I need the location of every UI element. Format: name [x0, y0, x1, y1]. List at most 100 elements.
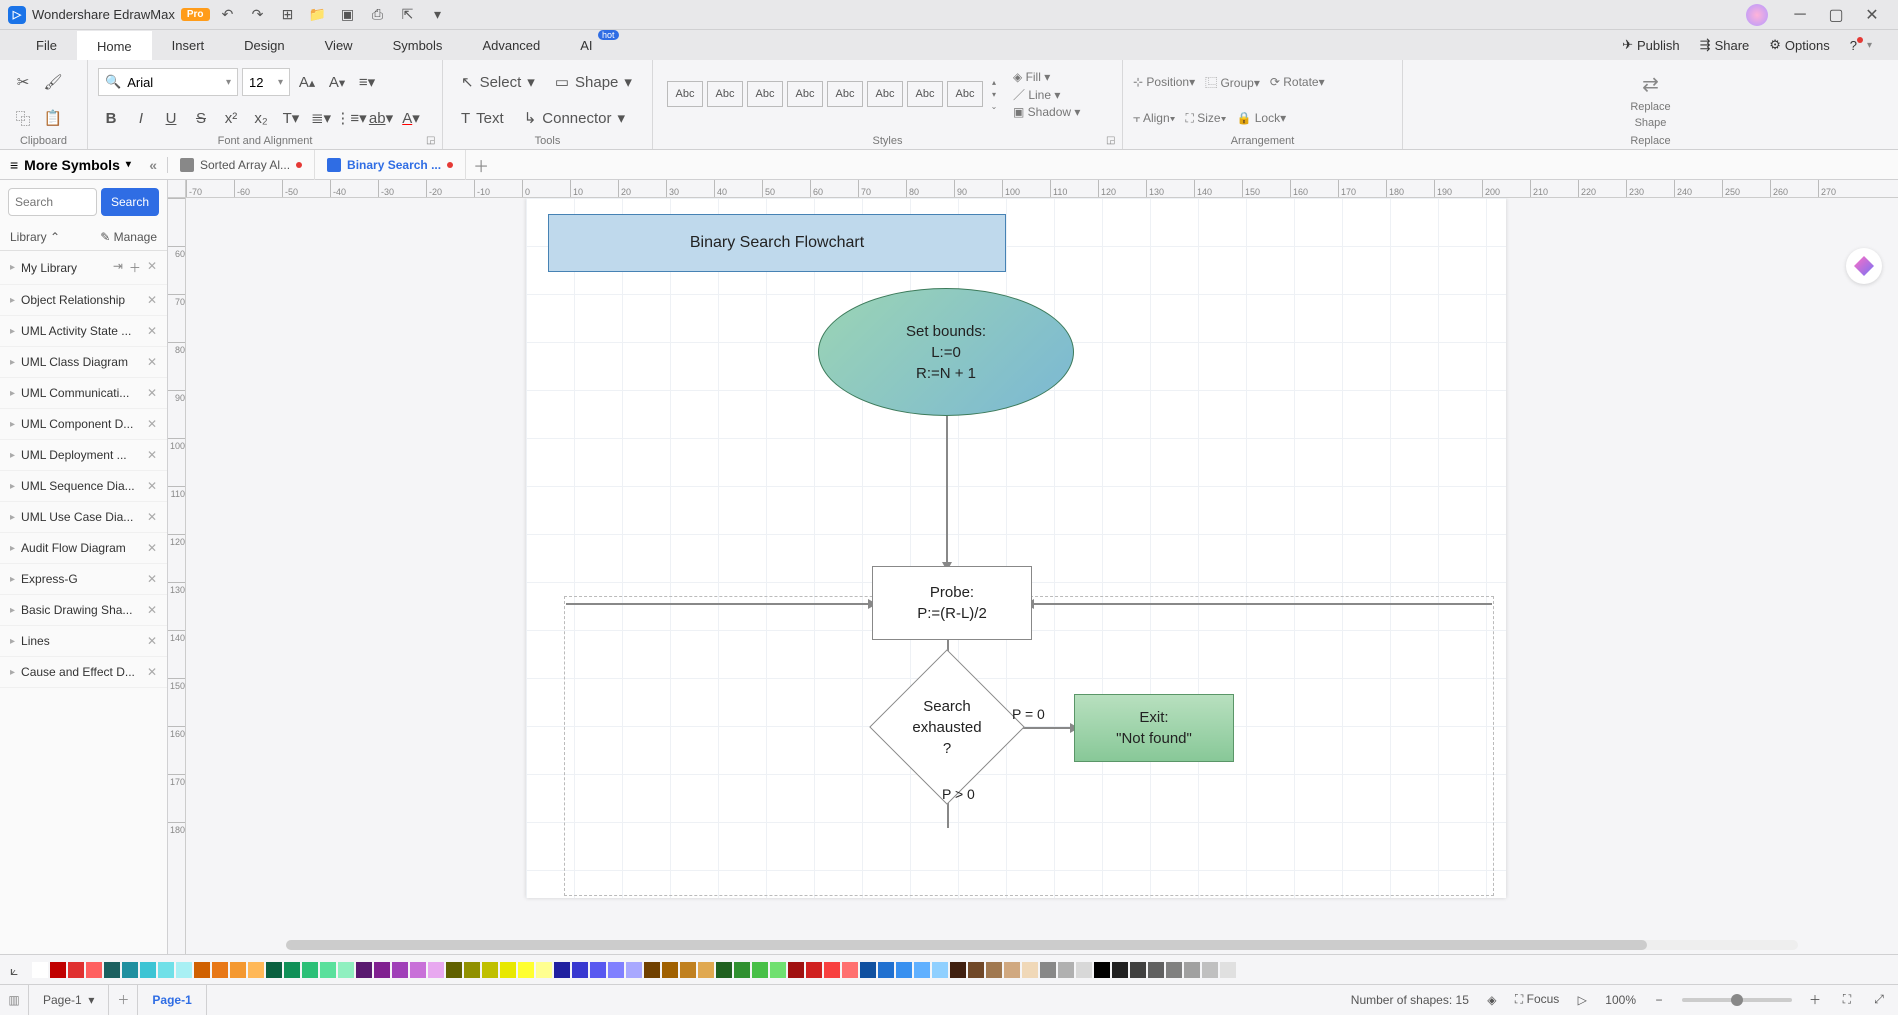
copy-button[interactable]: ⿻	[10, 105, 36, 131]
qat-more-icon[interactable]: ▾	[426, 3, 450, 27]
color-swatch[interactable]	[320, 962, 336, 978]
cut-button[interactable]: ✂	[10, 69, 36, 95]
align-arrangement-button[interactable]: ⫟ Align▾	[1133, 111, 1176, 126]
print-icon[interactable]: ⎙	[366, 3, 390, 27]
new-icon[interactable]: ⊞	[276, 3, 300, 27]
library-item[interactable]: ▸ UML Communicati... ✕	[0, 378, 167, 409]
color-swatch[interactable]	[824, 962, 840, 978]
import-icon[interactable]: ⇥	[113, 259, 123, 276]
library-item[interactable]: ▸ UML Use Case Dia... ✕	[0, 502, 167, 533]
connector-tool[interactable]: ↳ Connector ▾	[516, 105, 633, 131]
title-box[interactable]: Binary Search Flowchart	[548, 214, 1006, 272]
gallery-up-button[interactable]: ▴	[987, 76, 1001, 88]
library-item[interactable]: ▸ Express-G ✕	[0, 564, 167, 595]
color-swatch[interactable]	[68, 962, 84, 978]
open-icon[interactable]: 📁	[306, 3, 330, 27]
font-color-button[interactable]: A▾	[398, 105, 424, 131]
size-button[interactable]: ⛶ Size▾	[1186, 111, 1227, 126]
line-spacing-button[interactable]: ≣▾	[308, 105, 334, 131]
menu-insert[interactable]: Insert	[152, 32, 225, 59]
focus-button[interactable]: ⛶ Focus	[1515, 992, 1559, 1007]
menu-design[interactable]: Design	[224, 32, 304, 59]
menu-ai[interactable]: AIhot	[560, 32, 612, 59]
color-swatch[interactable]	[662, 962, 678, 978]
color-swatch[interactable]	[806, 962, 822, 978]
presentation-icon[interactable]: ▷	[1573, 991, 1591, 1009]
close-icon[interactable]: ✕	[147, 603, 157, 617]
rotate-button[interactable]: ⟳ Rotate▾	[1270, 75, 1325, 89]
color-swatch[interactable]	[1130, 962, 1146, 978]
color-swatch[interactable]	[788, 962, 804, 978]
style-swatch[interactable]: Abc	[667, 81, 703, 107]
close-icon[interactable]: ✕	[147, 572, 157, 586]
close-button[interactable]: ✕	[1854, 3, 1890, 27]
minimize-button[interactable]: ─	[1782, 3, 1818, 27]
color-swatch[interactable]	[122, 962, 138, 978]
color-swatch[interactable]	[1220, 962, 1236, 978]
doc-tab[interactable]: Sorted Array Al...	[168, 150, 315, 180]
color-swatch[interactable]	[1040, 962, 1056, 978]
color-swatch[interactable]	[770, 962, 786, 978]
close-icon[interactable]: ✕	[147, 634, 157, 648]
color-swatch[interactable]	[968, 962, 984, 978]
style-swatch[interactable]: Abc	[947, 81, 983, 107]
color-swatch[interactable]	[86, 962, 102, 978]
decrease-font-button[interactable]: A▾	[324, 69, 350, 95]
color-swatch[interactable]	[1166, 962, 1182, 978]
export-icon[interactable]: ⇱	[396, 3, 420, 27]
library-item[interactable]: ▸ Lines ✕	[0, 626, 167, 657]
library-item[interactable]: ▸ UML Component D... ✕	[0, 409, 167, 440]
color-swatch[interactable]	[428, 962, 444, 978]
color-swatch[interactable]	[572, 962, 588, 978]
bold-button[interactable]: B	[98, 105, 124, 131]
color-swatch[interactable]	[158, 962, 174, 978]
undo-icon[interactable]: ↶	[216, 3, 240, 27]
options-button[interactable]: ⚙Options	[1759, 33, 1839, 57]
manage-button[interactable]: ✎ Manage	[100, 230, 157, 244]
color-swatch[interactable]	[608, 962, 624, 978]
color-swatch[interactable]	[230, 962, 246, 978]
add-page-button[interactable]: ＋	[109, 985, 138, 1015]
library-item[interactable]: ▸ My Library ⇥＋✕	[0, 251, 167, 285]
maximize-button[interactable]: ▢	[1818, 3, 1854, 27]
color-swatch[interactable]	[104, 962, 120, 978]
color-swatch[interactable]	[212, 962, 228, 978]
color-swatch[interactable]	[446, 962, 462, 978]
style-swatch[interactable]: Abc	[787, 81, 823, 107]
style-swatch[interactable]: Abc	[907, 81, 943, 107]
probe-process[interactable]: Probe: P:=(R-L)/2	[872, 566, 1032, 640]
add-icon[interactable]: ＋	[129, 259, 141, 276]
library-item[interactable]: ▸ Object Relationship ✕	[0, 285, 167, 316]
close-icon[interactable]: ✕	[147, 324, 157, 338]
horizontal-scrollbar[interactable]	[286, 940, 1798, 950]
color-swatch[interactable]	[284, 962, 300, 978]
font-family-select[interactable]: 🔍Arial▾	[98, 68, 238, 96]
color-swatch[interactable]	[698, 962, 714, 978]
color-swatch[interactable]	[1112, 962, 1128, 978]
color-swatch[interactable]	[1058, 962, 1074, 978]
gallery-more-button[interactable]: ⌄	[987, 100, 1001, 112]
color-swatch[interactable]	[914, 962, 930, 978]
styles-dialog-launcher[interactable]: ◲	[1106, 135, 1118, 147]
color-swatch[interactable]	[338, 962, 354, 978]
shape-tool[interactable]: ▭ Shape ▾	[547, 69, 640, 95]
gallery-down-button[interactable]: ▾	[987, 88, 1001, 100]
replace-shape-button[interactable]: ⇄ Replace Shape	[1413, 64, 1888, 137]
color-swatch[interactable]	[1022, 962, 1038, 978]
italic-button[interactable]: I	[128, 105, 154, 131]
color-swatch[interactable]	[752, 962, 768, 978]
color-swatch[interactable]	[1184, 962, 1200, 978]
close-icon[interactable]: ✕	[147, 541, 157, 555]
color-swatch[interactable]	[266, 962, 282, 978]
color-swatch[interactable]	[374, 962, 390, 978]
symbol-search-button[interactable]: Search	[101, 188, 159, 216]
position-button[interactable]: ⊹ Position▾	[1133, 75, 1195, 89]
color-swatch[interactable]	[896, 962, 912, 978]
menu-symbols[interactable]: Symbols	[373, 32, 463, 59]
color-swatch[interactable]	[518, 962, 534, 978]
redo-icon[interactable]: ↷	[246, 3, 270, 27]
eyedropper-button[interactable]: ⟀	[10, 962, 26, 978]
color-swatch[interactable]	[356, 962, 372, 978]
close-icon[interactable]: ✕	[147, 293, 157, 307]
connector[interactable]	[946, 416, 948, 564]
